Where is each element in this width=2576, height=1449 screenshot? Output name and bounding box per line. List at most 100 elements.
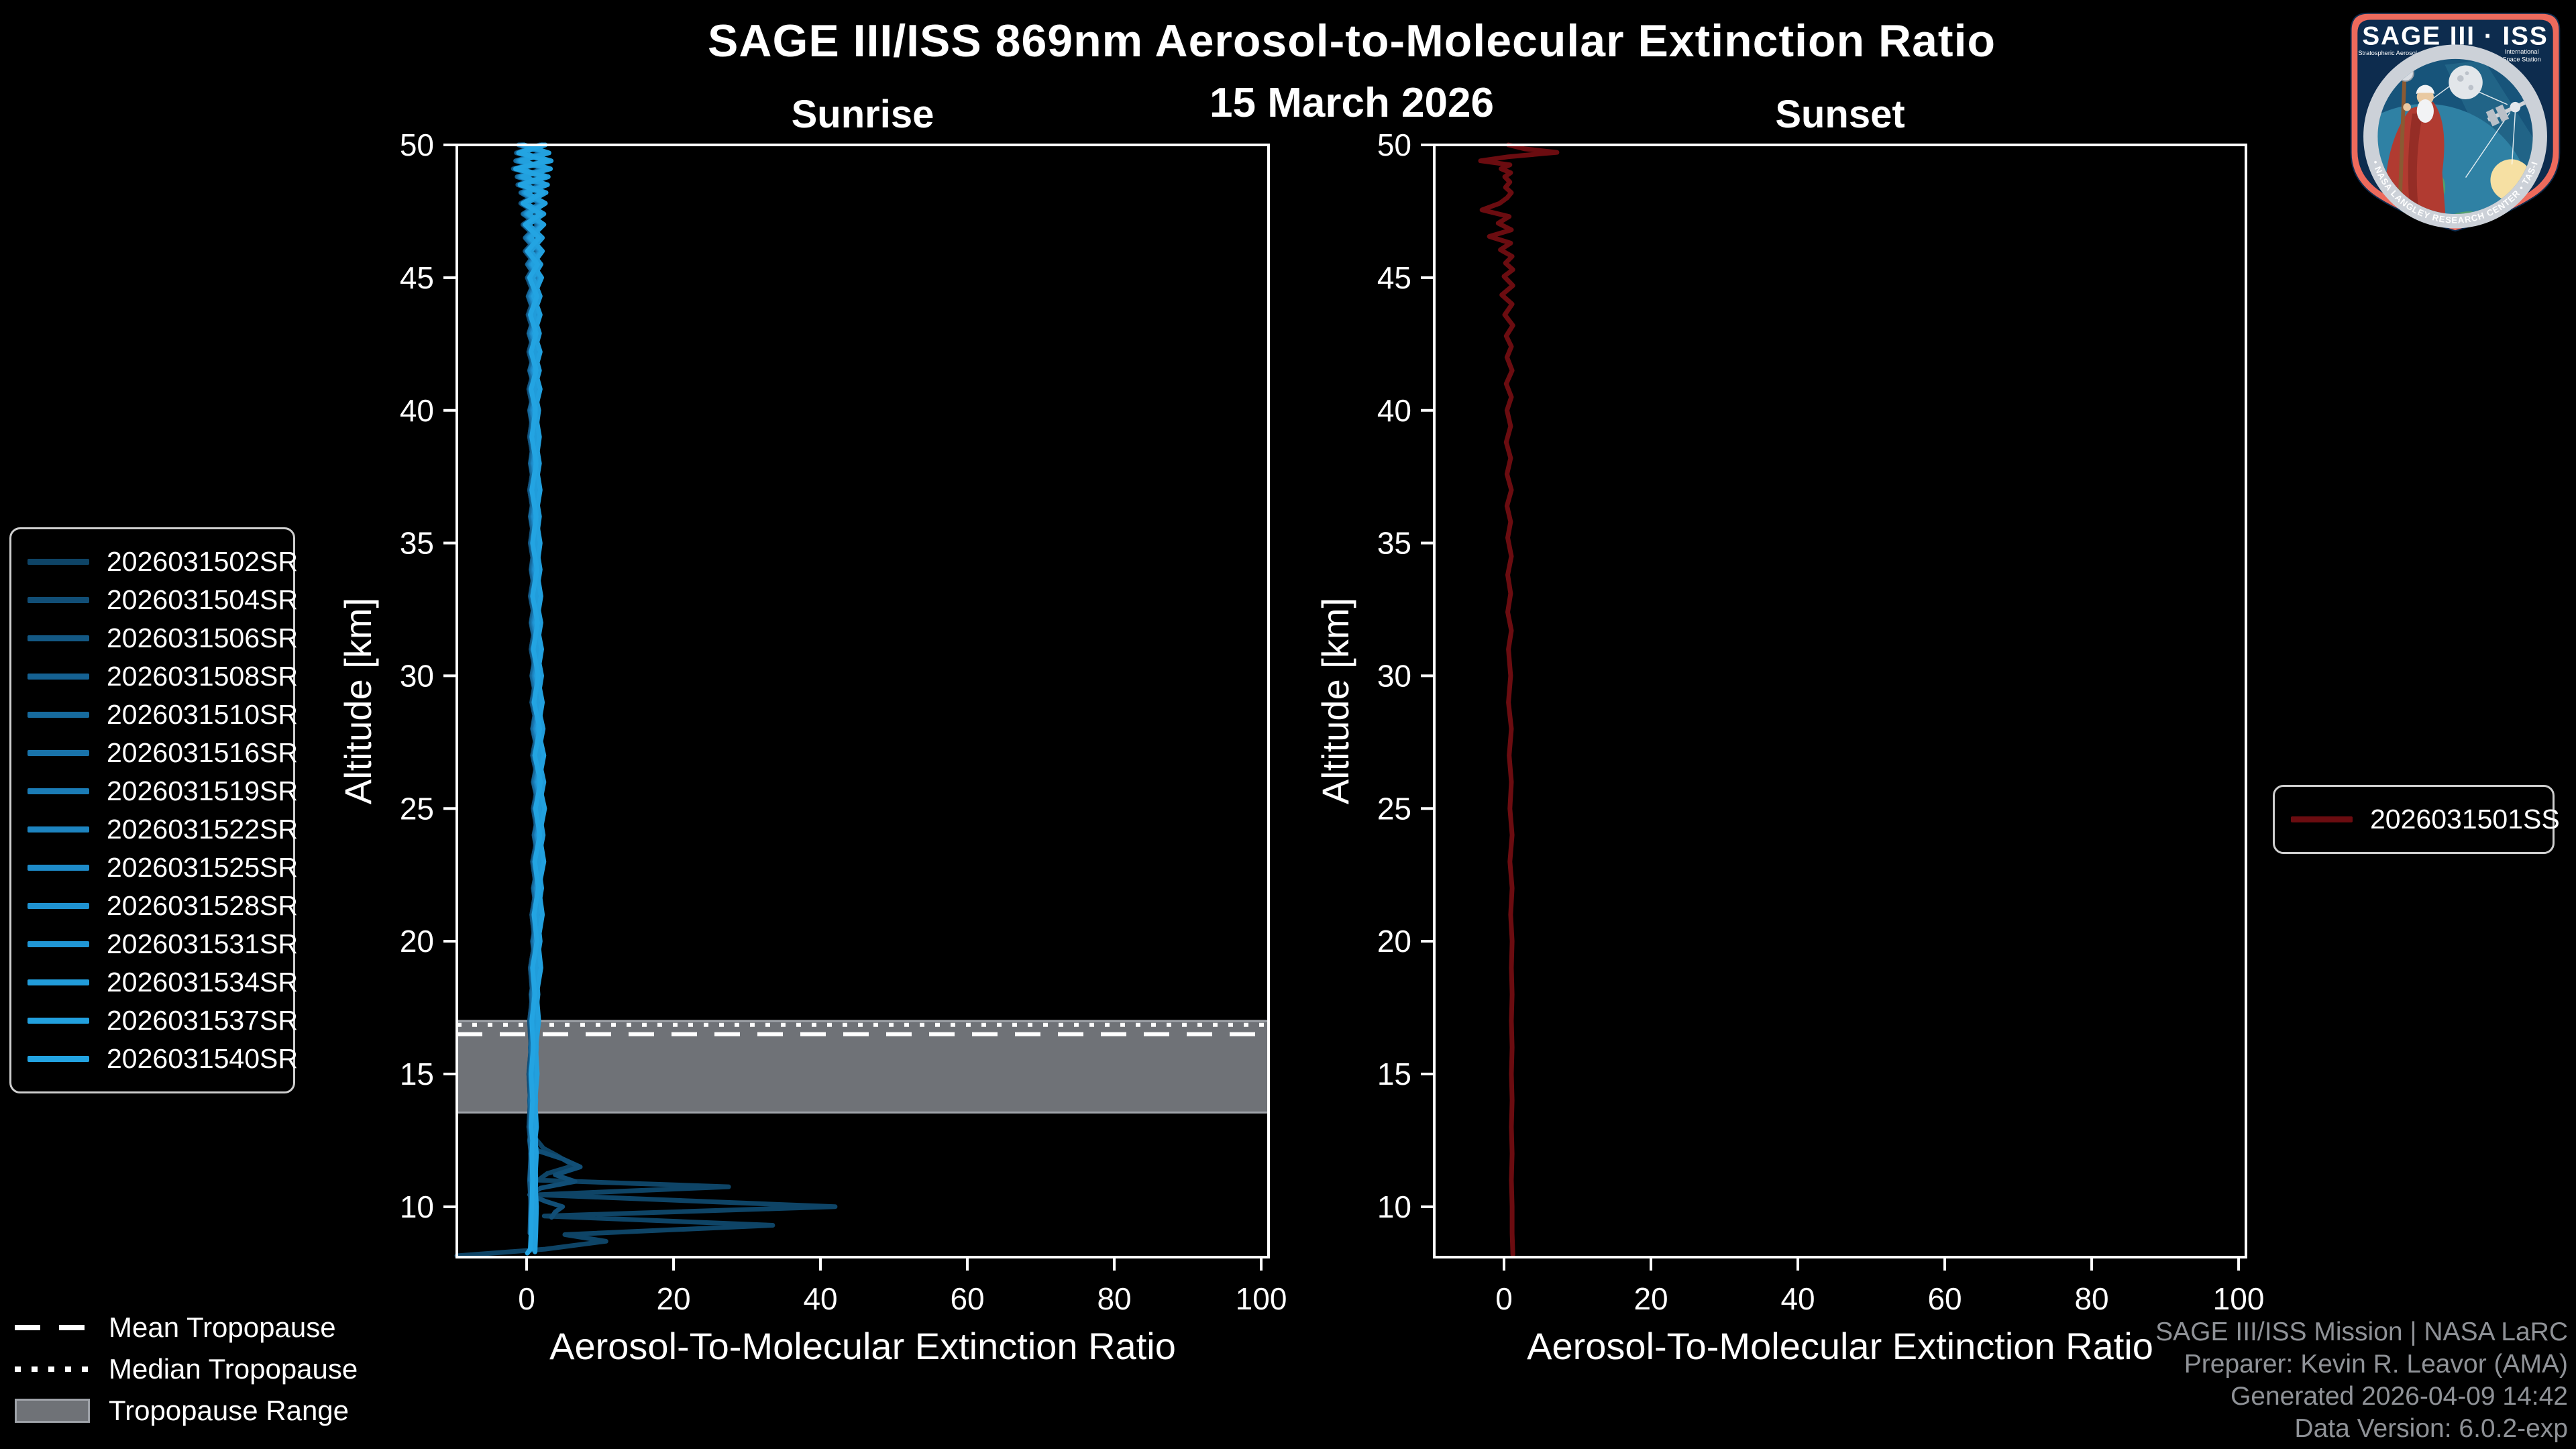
x-tick-label: 100 xyxy=(2213,1281,2265,1316)
legend-event-label: 2026031504SR xyxy=(107,584,298,615)
legend-event-label: 2026031508SR xyxy=(107,661,298,692)
x-tick-label: 0 xyxy=(518,1281,535,1316)
legend-line-swatch xyxy=(28,674,89,680)
dotted-line-swatch xyxy=(15,1366,90,1372)
legend-label: Mean Tropopause xyxy=(109,1311,336,1343)
sunset-legend: 2026031501SS xyxy=(2273,785,2560,854)
attribution-data-version: Data Version: 6.0.2-exp xyxy=(2294,1414,2568,1443)
legend-item: 2026031525SR xyxy=(28,849,298,887)
logo-ring xyxy=(2363,44,2547,229)
logo-subtitle-right-2: Space Station xyxy=(2502,56,2540,63)
legend-item: 2026031506SR xyxy=(28,619,298,657)
x-axis-label: Aerosol-To-Molecular Extinction Ratio xyxy=(549,1325,1176,1367)
x-tick-label: 40 xyxy=(1780,1281,1815,1316)
legend-item-tropopause-range: Tropopause Range xyxy=(15,1390,358,1432)
y-tick-label: 15 xyxy=(400,1057,434,1091)
tropopause-legend: Mean Tropopause Median Tropopause Tropop… xyxy=(15,1307,358,1432)
legend-item-mean-tropopause: Mean Tropopause xyxy=(15,1307,358,1348)
y-tick-label: 35 xyxy=(400,526,434,561)
y-axis-label: Altitude [km] xyxy=(1314,598,1356,804)
legend-event-label: 2026031506SR xyxy=(107,623,298,653)
legend-item: 2026031528SR xyxy=(28,887,298,925)
legend-event-label: 2026031510SR xyxy=(107,699,298,730)
legend-item: 2026031534SR xyxy=(28,963,298,1002)
y-tick-label: 30 xyxy=(1377,659,1411,694)
attribution: SAGE III/ISS Mission | NASA LaRC Prepare… xyxy=(2155,1316,2568,1445)
legend-line-swatch xyxy=(28,941,89,947)
moon-crater xyxy=(2468,85,2474,91)
legend-event-label: 2026031537SR xyxy=(107,1005,298,1036)
figure-date: 15 March 2026 xyxy=(1210,80,1494,126)
legend-event-label: 2026031531SR xyxy=(107,928,298,959)
legend-label: Median Tropopause xyxy=(109,1353,358,1385)
legend-line-swatch xyxy=(28,1018,89,1024)
legend-line-swatch xyxy=(28,635,89,641)
legend-line-swatch xyxy=(28,750,89,756)
x-tick-label: 80 xyxy=(2074,1281,2108,1316)
panel-title: Sunrise xyxy=(792,93,934,136)
legend-line-swatch xyxy=(28,903,89,909)
attribution-preparer: Preparer: Kevin R. Leavor (AMA) xyxy=(2184,1350,2568,1379)
sunrise-legend: 2026031502SR 2026031504SR 2026031506SR 2026… xyxy=(9,527,298,1093)
attribution-mission: SAGE III/ISS Mission | NASA LaRC xyxy=(2155,1318,2568,1346)
y-tick-label: 10 xyxy=(400,1189,434,1224)
y-tick-label: 45 xyxy=(400,260,434,295)
profile-line-2026031537SR xyxy=(519,142,553,1254)
legend-event-label: 2026031519SR xyxy=(107,775,298,806)
legend-event-label: 2026031516SR xyxy=(107,737,298,768)
x-tick-label: 100 xyxy=(1236,1281,1287,1316)
legend-item: 2026031516SR xyxy=(28,734,298,772)
legend-item: 2026031537SR xyxy=(28,1002,298,1040)
y-tick-label: 30 xyxy=(400,659,434,694)
y-tick-label: 25 xyxy=(1377,791,1411,826)
legend-event-label: 2026031528SR xyxy=(107,890,298,921)
y-tick-label: 40 xyxy=(1377,393,1411,428)
sunrise-panel: 0 20 40 60 80 100 10 15 20 25 30 35 40 45 50 Aerosol-To… xyxy=(337,93,1287,1367)
x-axis-label: Aerosol-To-Molecular Extinction Ratio xyxy=(1527,1325,2153,1367)
legend-event-label: 2026031540SR xyxy=(107,1043,298,1074)
x-tick-label: 60 xyxy=(950,1281,984,1316)
legend-event-label: 2026031502SR xyxy=(107,546,298,577)
legend-line-swatch xyxy=(28,712,89,718)
legend-line-swatch xyxy=(2291,816,2353,822)
legend-item: 2026031504SR xyxy=(28,581,298,619)
attribution-generated: Generated 2026-04-09 14:42 xyxy=(2230,1382,2568,1411)
axes-frame xyxy=(1433,144,2247,1258)
x-tick-label: 80 xyxy=(1097,1281,1131,1316)
y-tick-label: 35 xyxy=(1377,526,1411,561)
x-tick-label: 40 xyxy=(803,1281,837,1316)
logo-subtitle-right-1: International xyxy=(2505,48,2539,55)
y-tick-label: 25 xyxy=(400,791,434,826)
legend-item-median-tropopause: Median Tropopause xyxy=(15,1348,358,1390)
page-title: SAGE III/ISS 869nm Aerosol-to-Molecular … xyxy=(707,15,1996,66)
moon-icon xyxy=(2449,65,2483,100)
x-tick-label: 0 xyxy=(1495,1281,1513,1316)
legend-event-label: 2026031522SR xyxy=(107,814,298,845)
legend-line-swatch xyxy=(28,597,89,603)
y-tick-label: 50 xyxy=(400,127,434,162)
legend-item: 2026031510SR xyxy=(28,696,298,734)
moon-crater xyxy=(2465,71,2469,76)
legend-line-swatch xyxy=(28,559,89,565)
legend-item: 2026031501SS xyxy=(2291,800,2560,839)
y-tick-label: 10 xyxy=(1377,1189,1411,1224)
legend-event-label: 2026031534SR xyxy=(107,967,298,998)
legend-line-swatch xyxy=(28,865,89,871)
panel-title: Sunset xyxy=(1775,93,1904,136)
y-tick-label: 15 xyxy=(1377,1057,1411,1091)
legend-item: 2026031531SR xyxy=(28,925,298,963)
legend-item: 2026031502SR xyxy=(28,543,298,581)
sunset-panel: 0 20 40 60 80 100 10 15 20 25 30 35 40 45 50 Aerosol-To… xyxy=(1314,93,2264,1367)
legend-line-swatch xyxy=(28,1056,89,1062)
y-tick-label: 20 xyxy=(400,924,434,959)
legend-item: 2026031508SR xyxy=(28,657,298,696)
legend-line-swatch xyxy=(28,826,89,833)
legend-line-swatch xyxy=(28,979,89,985)
legend-label: Tropopause Range xyxy=(109,1395,350,1426)
moon-crater xyxy=(2457,75,2464,82)
y-tick-label: 45 xyxy=(1377,260,1411,295)
legend-line-swatch xyxy=(28,788,89,794)
profile-line-2026031501SS xyxy=(1478,142,1560,1257)
